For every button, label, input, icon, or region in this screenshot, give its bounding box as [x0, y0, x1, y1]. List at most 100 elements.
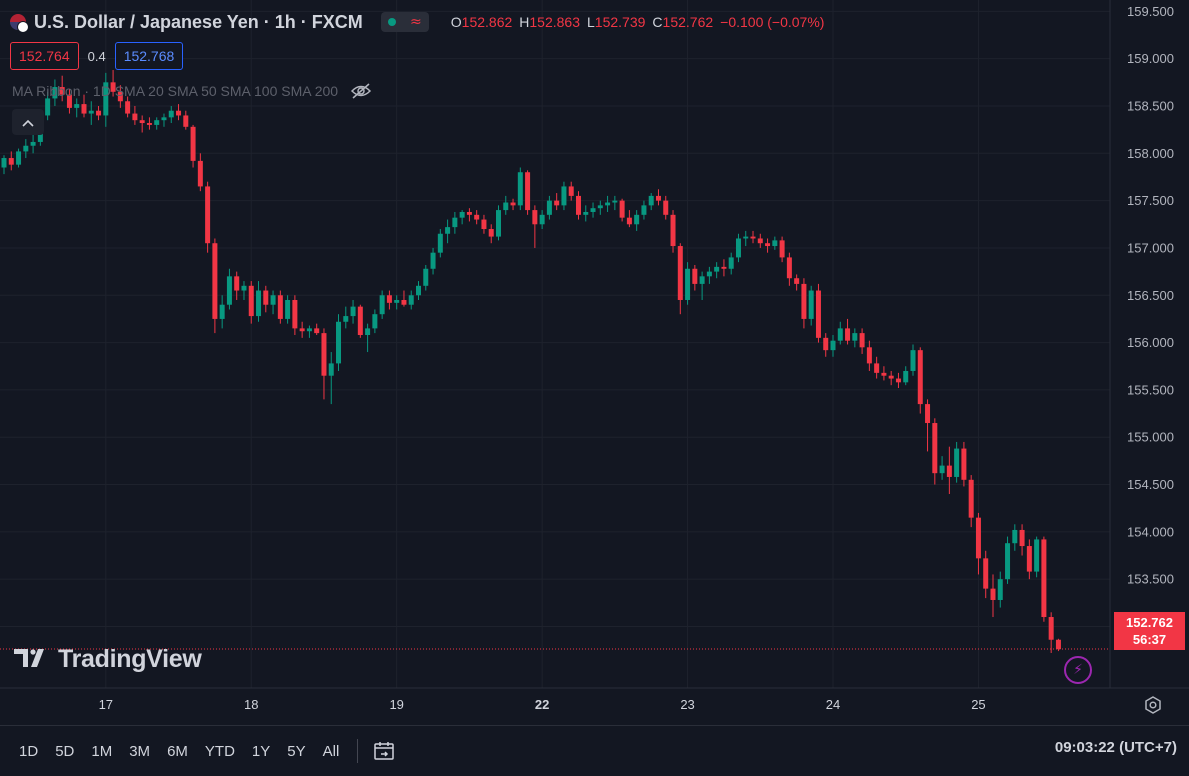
candle: [1019, 524, 1025, 556]
candle: [176, 104, 182, 121]
candle-body: [336, 321, 342, 364]
candle: [765, 238, 771, 253]
candle-body: [721, 266, 727, 269]
time-tick-label: 22: [535, 697, 549, 712]
candle-body: [488, 229, 494, 237]
time-tick-label: 24: [826, 697, 840, 712]
close-value: 152.762: [662, 14, 714, 30]
candle: [903, 366, 909, 386]
candle: [961, 441, 967, 487]
candle-body: [292, 299, 298, 329]
candle-body: [866, 347, 872, 364]
price-tick-label: 157.500: [1127, 193, 1174, 208]
candle: [372, 309, 378, 334]
candle: [648, 193, 654, 211]
candle: [597, 200, 603, 215]
sell-button[interactable]: 152.764: [10, 42, 79, 70]
timezone-clock[interactable]: 09:03:22 (UTC+7): [1054, 739, 1177, 756]
candle-body: [1034, 539, 1040, 572]
candle-body: [197, 160, 203, 187]
market-status-pill[interactable]: ≈: [380, 12, 429, 32]
indicator-label[interactable]: MA Ribbon · 1D SMA 20 SMA 50 SMA 100 SMA…: [12, 83, 339, 99]
range-1y[interactable]: 1Y: [251, 742, 271, 760]
candle: [488, 224, 494, 244]
collapse-legend-button[interactable]: [12, 109, 44, 135]
candle: [256, 281, 262, 322]
candle-body: [321, 333, 327, 376]
range-1d[interactable]: 1D: [19, 742, 39, 760]
range-all[interactable]: All: [322, 742, 340, 760]
candle-body: [1019, 529, 1025, 547]
candle: [561, 181, 567, 211]
candle-body: [699, 276, 705, 284]
candle-body: [590, 208, 596, 212]
candle-body: [990, 588, 996, 600]
candle-body: [81, 104, 87, 114]
bottom-toolbar: 1D 5D 1M 3M 6M YTD 1Y 5Y All 09:03:22 (U…: [0, 725, 1189, 776]
candle-body: [445, 227, 451, 234]
candle: [655, 189, 661, 206]
candle: [132, 105, 138, 125]
candle-body: [539, 214, 545, 225]
candle-body: [1005, 543, 1011, 580]
candle-body: [241, 285, 247, 291]
change-value: −0.100 (−0.07%): [720, 14, 825, 30]
candle: [728, 252, 734, 275]
candle-body: [343, 316, 349, 322]
candle-body: [212, 243, 218, 319]
candle: [379, 290, 385, 319]
candle: [299, 321, 305, 338]
last-price-label: 152.762 56:37: [1114, 612, 1185, 650]
time-tick-label: 25: [971, 697, 985, 712]
candle: [1048, 612, 1054, 653]
high-label: H: [519, 14, 530, 30]
candle: [52, 79, 58, 106]
range-5d[interactable]: 5D: [55, 742, 75, 760]
candle-body: [306, 328, 312, 332]
candle-body: [59, 87, 65, 95]
candle-body: [568, 186, 574, 196]
candle-body: [743, 236, 749, 239]
lightning-icon[interactable]: ⚡: [1064, 656, 1092, 684]
candle: [103, 72, 109, 127]
gear-icon[interactable]: [1143, 695, 1163, 715]
candle-body: [365, 328, 371, 336]
candle: [786, 252, 792, 286]
calendar-goto-icon[interactable]: [372, 739, 396, 763]
candle: [423, 264, 429, 291]
last-price-value: 152.762: [1126, 615, 1173, 630]
range-1m[interactable]: 1M: [91, 742, 113, 760]
candle-body: [888, 375, 894, 379]
candle-body: [299, 328, 305, 332]
chart-grid: [0, 0, 1110, 688]
indicator-legend[interactable]: MA Ribbon · 1D SMA 20 SMA 50 SMA 100 SMA…: [12, 82, 372, 100]
symbol-title[interactable]: U.S. Dollar / Japanese Yen · 1h · FXCM: [34, 11, 363, 32]
candle: [874, 356, 880, 379]
range-ytd[interactable]: YTD: [204, 742, 235, 760]
candle: [575, 191, 581, 220]
candle: [219, 295, 225, 329]
buy-button[interactable]: 152.768: [114, 42, 184, 70]
price-tick-label: 153.500: [1127, 572, 1174, 587]
candle-body: [575, 195, 581, 215]
range-5y[interactable]: 5Y: [287, 742, 306, 760]
time-tick-label: 23: [680, 697, 694, 712]
range-3m[interactable]: 3M: [129, 742, 151, 760]
candle: [546, 195, 552, 220]
candle: [670, 210, 676, 253]
candlestick-chart[interactable]: 159.500 159.000 158.500 158.000 157.500 157.0…: [0, 0, 1189, 725]
time-axis: 617181922232425: [99, 697, 986, 712]
candle-body: [605, 202, 611, 206]
candle-body: [277, 295, 283, 319]
range-6m[interactable]: 6M: [167, 742, 188, 760]
candle: [750, 230, 756, 244]
candle: [772, 236, 778, 250]
candle: [619, 198, 625, 222]
price-tick-label: 154.500: [1127, 477, 1174, 492]
candle-body: [786, 257, 792, 279]
candle-body: [30, 141, 36, 146]
candle: [866, 340, 872, 371]
eye-off-icon[interactable]: [350, 82, 372, 100]
chart-legend-header: U.S. Dollar / Japanese Yen · 1h · FXCM ≈…: [10, 8, 824, 36]
candle: [481, 214, 487, 234]
